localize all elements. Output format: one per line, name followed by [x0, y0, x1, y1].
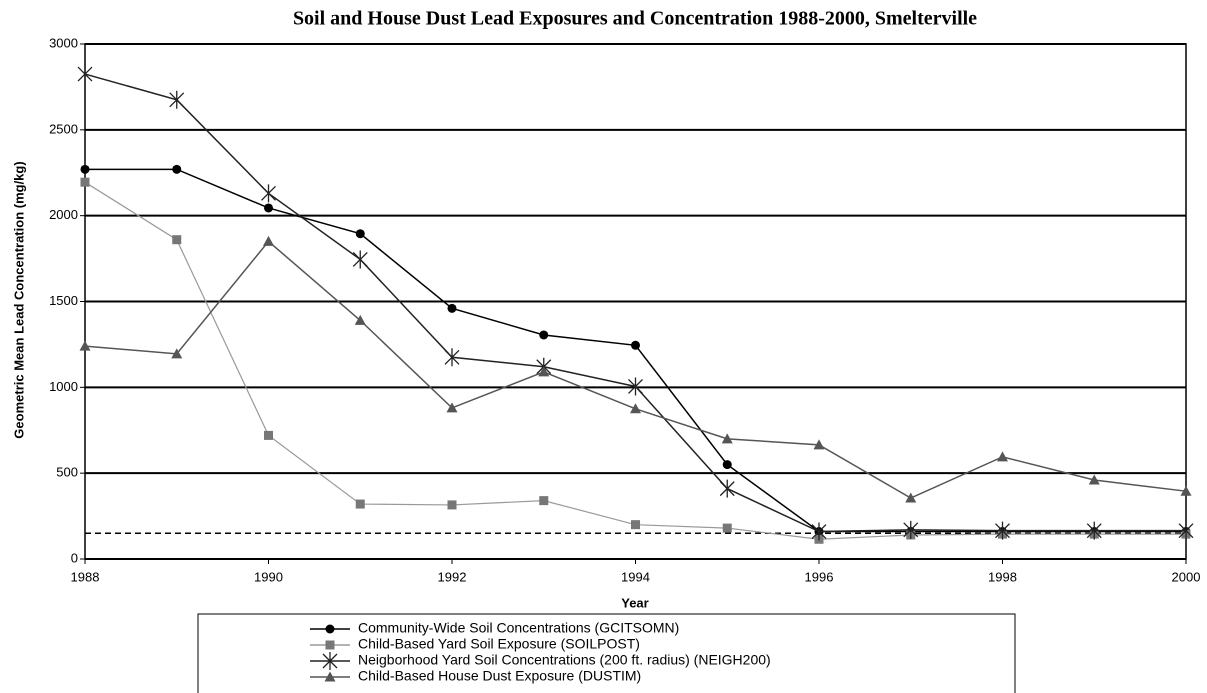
marker — [1178, 521, 1194, 540]
legend-marker — [325, 640, 335, 650]
marker — [355, 499, 365, 509]
x-axis-label: Year — [621, 595, 648, 610]
y-axis-label: Geometric Mean Lead Concentration (mg/kg… — [11, 161, 26, 438]
x-tick-label: 1990 — [254, 569, 283, 584]
marker — [1088, 474, 1100, 485]
legend: Community-Wide Soil Concentrations (GCIT… — [310, 620, 771, 684]
marker — [719, 479, 735, 498]
marker — [352, 250, 368, 269]
marker — [447, 303, 457, 313]
marker — [628, 377, 643, 396]
marker — [355, 229, 365, 239]
marker — [264, 203, 273, 213]
marker — [171, 348, 183, 359]
marker — [813, 439, 825, 450]
marker — [79, 340, 91, 351]
series-line — [84, 73, 1186, 533]
marker — [630, 403, 641, 414]
marker — [631, 340, 640, 350]
marker — [263, 235, 274, 246]
marker — [172, 164, 182, 174]
y-tick-label: 1500 — [49, 293, 78, 308]
marker — [1180, 485, 1192, 496]
marker — [446, 402, 458, 413]
marker — [447, 500, 457, 510]
marker — [539, 330, 549, 340]
marker — [905, 492, 917, 503]
marker — [172, 235, 182, 245]
x-tick-label: 2000 — [1172, 569, 1201, 584]
plot-frame — [84, 43, 1187, 560]
series-line — [84, 181, 1186, 540]
chart-title: Soil and House Dust Lead Exposures and C… — [293, 8, 977, 30]
marker — [538, 366, 550, 377]
marker — [539, 496, 549, 506]
marker — [997, 451, 1008, 462]
marker — [995, 521, 1010, 540]
marker — [722, 523, 732, 533]
y-tick-label: 2000 — [49, 207, 78, 222]
x-tick-label: 1988 — [71, 569, 100, 584]
marker — [261, 184, 276, 203]
marker — [903, 520, 919, 539]
y-tick-label: 2500 — [49, 121, 78, 136]
marker — [811, 522, 827, 541]
legend-label: Child-Based House Dust Exposure (DUSTIM) — [358, 668, 641, 684]
legend-marker — [322, 652, 338, 670]
marker — [264, 430, 273, 440]
x-tick-label: 1992 — [438, 569, 467, 584]
marker — [77, 65, 93, 84]
legend-marker — [324, 671, 336, 682]
legend-label: Neigborhood Yard Soil Concentrations (20… — [358, 652, 771, 668]
marker — [169, 90, 185, 109]
marker — [631, 520, 640, 530]
marker — [1086, 521, 1102, 540]
marker — [80, 164, 90, 174]
series-line — [85, 168, 1186, 533]
marker — [80, 177, 90, 187]
marker — [722, 460, 732, 470]
x-tick-label: 1998 — [988, 569, 1017, 584]
y-tick-label: 0 — [71, 550, 78, 565]
legend-marker — [325, 624, 335, 634]
series-line — [84, 240, 1187, 499]
y-tick-label: 500 — [56, 465, 78, 480]
x-tick-label: 1994 — [621, 569, 650, 584]
legend-label: Community-Wide Soil Concentrations (GCIT… — [358, 620, 679, 636]
marker — [444, 348, 460, 367]
y-tick-label: 3000 — [49, 35, 78, 50]
marker — [721, 433, 733, 444]
x-tick-label: 1996 — [805, 569, 834, 584]
marker — [354, 314, 366, 325]
y-tick-label: 1000 — [49, 379, 78, 394]
legend-label: Child-Based Yard Soil Exposure (SOILPOST… — [358, 636, 640, 652]
